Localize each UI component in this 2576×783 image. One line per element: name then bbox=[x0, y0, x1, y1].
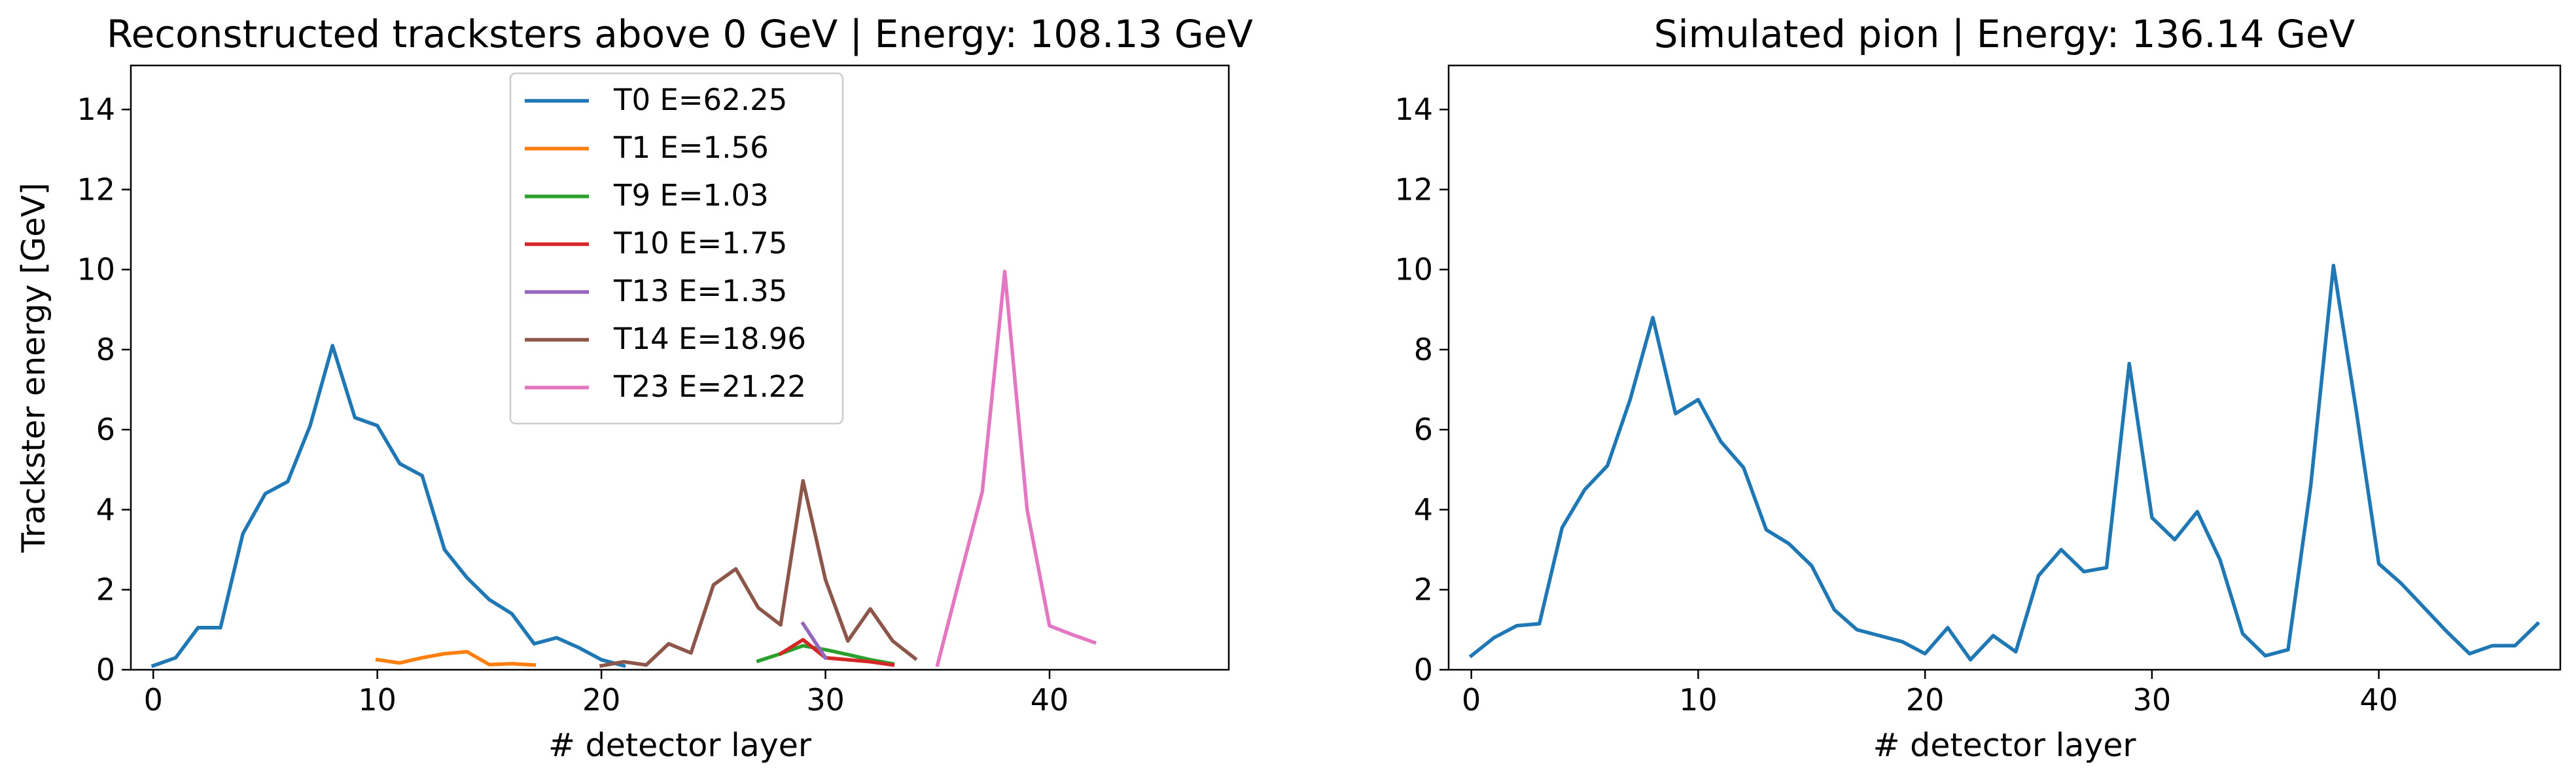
chart-title: Simulated pion | Energy: 136.14 GeV bbox=[1654, 12, 2355, 56]
legend: T0 E=62.25 T1 E=1.56 T9 E=1.03 T10 E=1.75 T1… bbox=[509, 72, 844, 425]
y-tick-label: 14 bbox=[77, 92, 115, 127]
x-tick-label: 20 bbox=[1906, 682, 1945, 718]
series-line-t14 bbox=[599, 479, 918, 668]
x-tick-label: 10 bbox=[1679, 682, 1718, 718]
y-tick-label: 0 bbox=[96, 652, 115, 687]
legend-entry: T23 E=21.22 bbox=[613, 369, 806, 404]
y-tick-label: 14 bbox=[1394, 92, 1433, 127]
legend-entry: T0 E=62.25 bbox=[613, 82, 787, 117]
legend-entry: T13 E=1.35 bbox=[613, 274, 787, 308]
x-tick-label: 40 bbox=[1031, 682, 1069, 718]
y-tick-label: 6 bbox=[1414, 412, 1433, 447]
y-tick-label: 12 bbox=[1394, 172, 1433, 207]
series-group bbox=[1468, 263, 2541, 662]
y-tick-label: 8 bbox=[96, 332, 115, 367]
legend-entry: T1 E=1.56 bbox=[613, 130, 769, 165]
x-tick-label: 40 bbox=[2359, 682, 2398, 718]
x-tick-label: 0 bbox=[1462, 682, 1481, 718]
x-axis-label: # detector layer bbox=[548, 727, 812, 764]
series-line-pion bbox=[1468, 263, 2541, 662]
y-tick-label: 4 bbox=[96, 492, 115, 527]
y-tick-label: 2 bbox=[1414, 572, 1433, 608]
legend-entry: T14 E=18.96 bbox=[613, 321, 806, 356]
y-tick-label: 6 bbox=[96, 412, 115, 447]
y-tick-label: 12 bbox=[77, 172, 115, 207]
x-tick-label: 10 bbox=[358, 682, 397, 718]
series-group bbox=[150, 270, 1097, 668]
axes-frame bbox=[1447, 64, 2562, 671]
y-tick-label: 4 bbox=[1414, 492, 1433, 527]
series-line-t13 bbox=[800, 621, 828, 661]
series-line-t0 bbox=[150, 344, 626, 668]
x-tick-label: 30 bbox=[2133, 682, 2172, 718]
legend-entry: T9 E=1.03 bbox=[613, 178, 769, 213]
x-tick-label: 30 bbox=[806, 682, 845, 718]
series-line-t23 bbox=[935, 270, 1097, 668]
y-tick-label: 8 bbox=[1414, 332, 1433, 367]
y-tick-label: 10 bbox=[77, 252, 115, 287]
y-tick-label: 10 bbox=[1394, 252, 1433, 287]
legend-entry: T10 E=1.75 bbox=[613, 226, 787, 261]
y-axis-label: Trackster energy [GeV] bbox=[15, 183, 52, 553]
axes-frame bbox=[130, 64, 1230, 671]
series-line-t1 bbox=[375, 649, 537, 667]
chart-title: Reconstructed tracksters above 0 GeV | E… bbox=[107, 12, 1254, 56]
x-axis-label: # detector layer bbox=[1873, 727, 2136, 764]
legend-box bbox=[509, 72, 844, 425]
series-line-t10 bbox=[778, 638, 895, 667]
simulated-pion-panel: 0 10 20 30 40 0 2 4 6 8 10 12 14 Simulated pion | Ene… bbox=[1394, 12, 2562, 764]
y-tick-label: 0 bbox=[1414, 652, 1433, 687]
x-tick-label: 20 bbox=[582, 682, 621, 718]
x-tick-label: 0 bbox=[144, 682, 163, 718]
y-tick-label: 2 bbox=[96, 572, 115, 608]
reconstructed-tracksters-panel: 0 10 20 30 40 0 2 4 6 8 10 12 14 Reconstructed tracks… bbox=[15, 12, 1253, 764]
